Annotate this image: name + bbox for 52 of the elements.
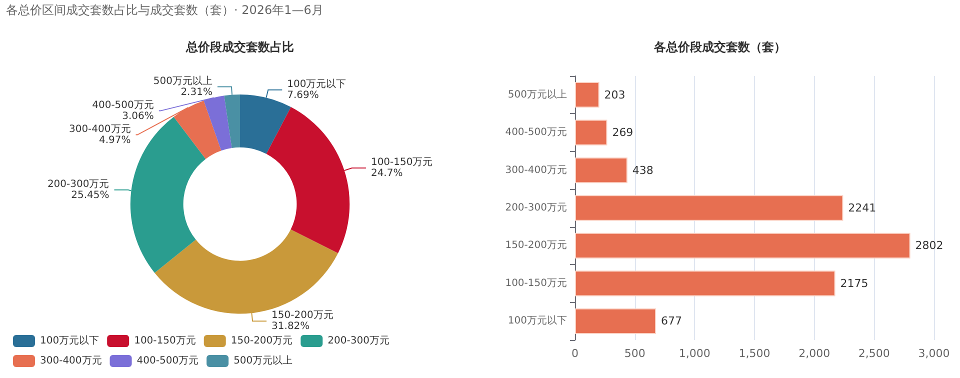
bar [575, 270, 836, 296]
data-label: 677 [661, 314, 682, 328]
bar [575, 195, 844, 221]
data-label: 3.06% [122, 110, 154, 122]
legend-label: 100-150万元 [134, 336, 196, 346]
data-label: 203 [604, 88, 626, 102]
data-label: 25.45% [71, 190, 110, 201]
legend-label: 100万元以下 [40, 334, 100, 346]
data-label: 24.7% [370, 168, 403, 180]
legend-label: 200-300万元 [328, 336, 390, 346]
text: 各总价区间成交套数占比与成交套数（套）· 2026年1—6月 [6, 3, 324, 17]
data-label: 7.69% [287, 90, 319, 101]
slice-label: 500万元以上 [153, 74, 212, 87]
slice-label: 150-200万元 [272, 310, 334, 322]
data-label: 2802 [915, 239, 944, 252]
data-label: 2175 [840, 276, 868, 290]
data-label: 438 [632, 164, 654, 177]
y-tick-label: 150-200万元 [505, 240, 567, 252]
data-label: 2.31% [180, 86, 212, 98]
x-tick-label: 500 [624, 347, 646, 360]
y-tick-label: 100-150万元 [505, 278, 567, 289]
legend-label: 150-200万元 [230, 336, 293, 346]
y-tick-label: 200-300万元 [505, 202, 567, 214]
data-label: 31.82% [272, 321, 310, 332]
slice-label: 100万元以下 [287, 78, 346, 90]
bar [575, 232, 910, 259]
slice-label: 400-500万元 [92, 100, 154, 111]
x-tick-label: 1,500 [738, 347, 770, 360]
chart-title: 总价段成交套数占比 [185, 40, 294, 54]
data-label: 4.97% [98, 134, 131, 146]
slice-label: 300-400万元 [68, 124, 131, 135]
bar [575, 82, 600, 108]
legend-label: 500万元以上 [234, 354, 293, 366]
y-tick-label: 300-400万元 [505, 164, 567, 176]
x-tick-label: 2,000 [798, 347, 830, 360]
slice-label: 200-300万元 [47, 178, 110, 190]
chart-title: 各总价段成交套数（套） [653, 40, 786, 54]
legend-label: 300-400万元 [40, 356, 102, 366]
bar [575, 120, 608, 146]
y-tick-label: 100万元以下 [508, 314, 567, 327]
legend-label: 400-500万元 [136, 356, 199, 366]
data-label: 269 [612, 126, 634, 140]
y-tick-label: 400-500万元 [505, 127, 567, 138]
x-tick-label: 0 [572, 347, 578, 360]
x-tick-label: 1,000 [678, 347, 710, 360]
x-tick-label: 2,500 [858, 347, 890, 360]
data-label: 2241 [848, 202, 876, 214]
x-tick-label: 3,000 [918, 347, 950, 360]
bar [575, 157, 628, 184]
y-tick-label: 500万元以上 [508, 88, 567, 100]
slice-label: 100-150万元 [370, 157, 433, 168]
bar [575, 308, 656, 334]
